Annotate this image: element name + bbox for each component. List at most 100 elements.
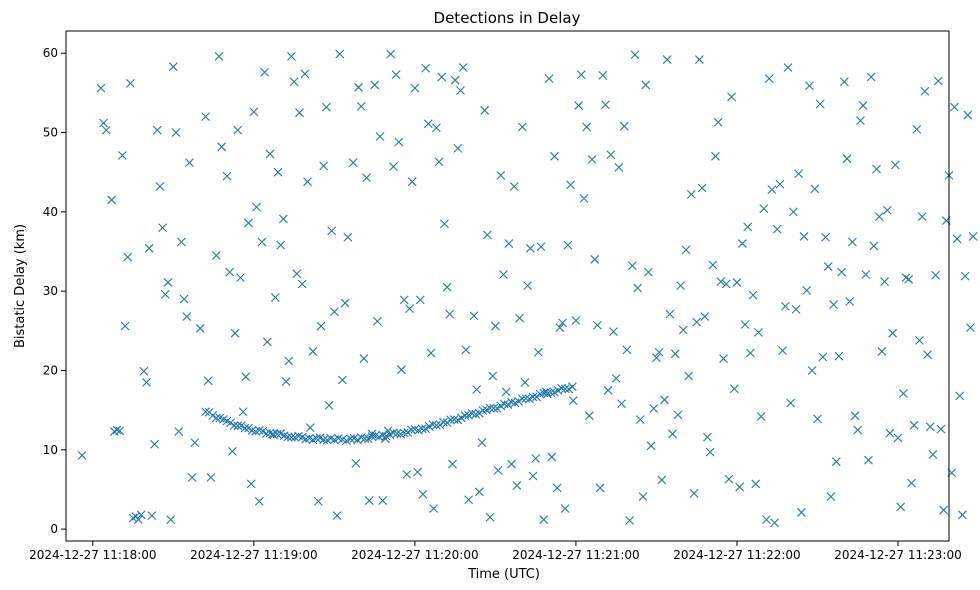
data-point xyxy=(303,177,312,187)
data-point xyxy=(464,495,473,505)
data-point xyxy=(499,399,509,409)
data-point xyxy=(958,510,967,520)
data-point xyxy=(410,83,420,93)
data-point xyxy=(214,51,224,61)
data-point xyxy=(716,277,726,287)
data-point xyxy=(295,108,304,118)
data-point xyxy=(431,123,441,133)
data-point xyxy=(574,101,584,110)
data-point xyxy=(708,260,718,270)
data-point xyxy=(163,278,173,287)
data-point xyxy=(485,512,495,522)
data-point xyxy=(872,164,881,174)
data-point xyxy=(713,117,723,127)
x-tick-label: 2024-12-27 11:22:00 xyxy=(673,548,800,562)
data-point xyxy=(469,311,479,321)
y-tick-label: 30 xyxy=(43,284,58,298)
x-tick-label: 2024-12-27 11:21:00 xyxy=(512,548,639,562)
data-point xyxy=(346,434,355,444)
data-point xyxy=(308,347,318,356)
data-point xyxy=(225,267,235,277)
data-point xyxy=(321,102,331,112)
data-point xyxy=(440,219,449,229)
data-point xyxy=(257,237,267,247)
data-point xyxy=(389,162,398,172)
data-point xyxy=(289,77,299,87)
data-point xyxy=(292,269,302,279)
data-point xyxy=(453,143,463,153)
data-point xyxy=(842,154,852,164)
data-point xyxy=(187,473,197,482)
data-point xyxy=(532,392,541,402)
data-point xyxy=(555,323,565,333)
data-point xyxy=(514,397,524,406)
data-point xyxy=(547,452,557,462)
data-point xyxy=(864,455,873,465)
data-point xyxy=(780,301,790,311)
data-point xyxy=(474,487,484,497)
data-point xyxy=(544,74,554,83)
data-point xyxy=(834,351,844,361)
y-tick-label: 60 xyxy=(43,46,58,60)
data-point xyxy=(509,182,519,191)
data-point xyxy=(426,348,436,358)
data-point xyxy=(673,410,683,420)
data-point xyxy=(856,116,865,126)
y-tick-label: 50 xyxy=(43,126,58,140)
data-point xyxy=(567,382,577,392)
data-point xyxy=(247,426,257,435)
data-point xyxy=(933,76,943,86)
data-point xyxy=(904,274,914,284)
data-point xyxy=(566,180,575,190)
data-point xyxy=(364,496,374,505)
data-point xyxy=(418,489,428,499)
data-point xyxy=(160,289,170,299)
data-point xyxy=(689,489,699,498)
data-point xyxy=(144,243,154,253)
data-point xyxy=(552,483,562,493)
data-point xyxy=(646,441,656,451)
data-point xyxy=(343,232,353,242)
data-point xyxy=(799,232,809,241)
data-point xyxy=(805,81,814,91)
data-point xyxy=(539,515,549,524)
data-point xyxy=(501,387,511,397)
y-tick-label: 10 xyxy=(43,443,58,457)
data-point xyxy=(521,394,531,403)
data-point xyxy=(821,232,830,242)
data-point xyxy=(96,83,106,93)
data-point xyxy=(818,352,828,362)
data-point xyxy=(880,277,889,287)
data-point xyxy=(657,475,667,485)
data-point xyxy=(389,428,398,438)
data-point xyxy=(249,107,259,117)
data-point xyxy=(450,75,460,85)
data-point xyxy=(403,428,413,437)
data-point xyxy=(429,504,439,513)
data-point xyxy=(676,281,685,290)
y-axis: 0 10 20 30 40 50 60 xyxy=(43,46,66,536)
data-point xyxy=(925,422,935,432)
data-point xyxy=(652,353,661,363)
data-point xyxy=(681,245,691,255)
data-point xyxy=(735,482,745,492)
data-point xyxy=(273,167,283,177)
data-point xyxy=(759,204,769,214)
data-point xyxy=(531,454,541,463)
data-point xyxy=(611,374,621,383)
data-point xyxy=(287,51,296,61)
data-point xyxy=(523,281,533,290)
data-point xyxy=(107,195,117,205)
data-point xyxy=(576,70,586,80)
data-point xyxy=(421,63,431,73)
data-point xyxy=(520,377,530,387)
data-point xyxy=(460,411,470,420)
data-point xyxy=(601,100,610,110)
data-point xyxy=(472,385,482,394)
data-point xyxy=(270,293,280,302)
data-point xyxy=(147,511,157,521)
data-point xyxy=(770,518,779,528)
data-point xyxy=(783,63,793,72)
data-point xyxy=(428,420,438,429)
data-point xyxy=(890,160,900,170)
